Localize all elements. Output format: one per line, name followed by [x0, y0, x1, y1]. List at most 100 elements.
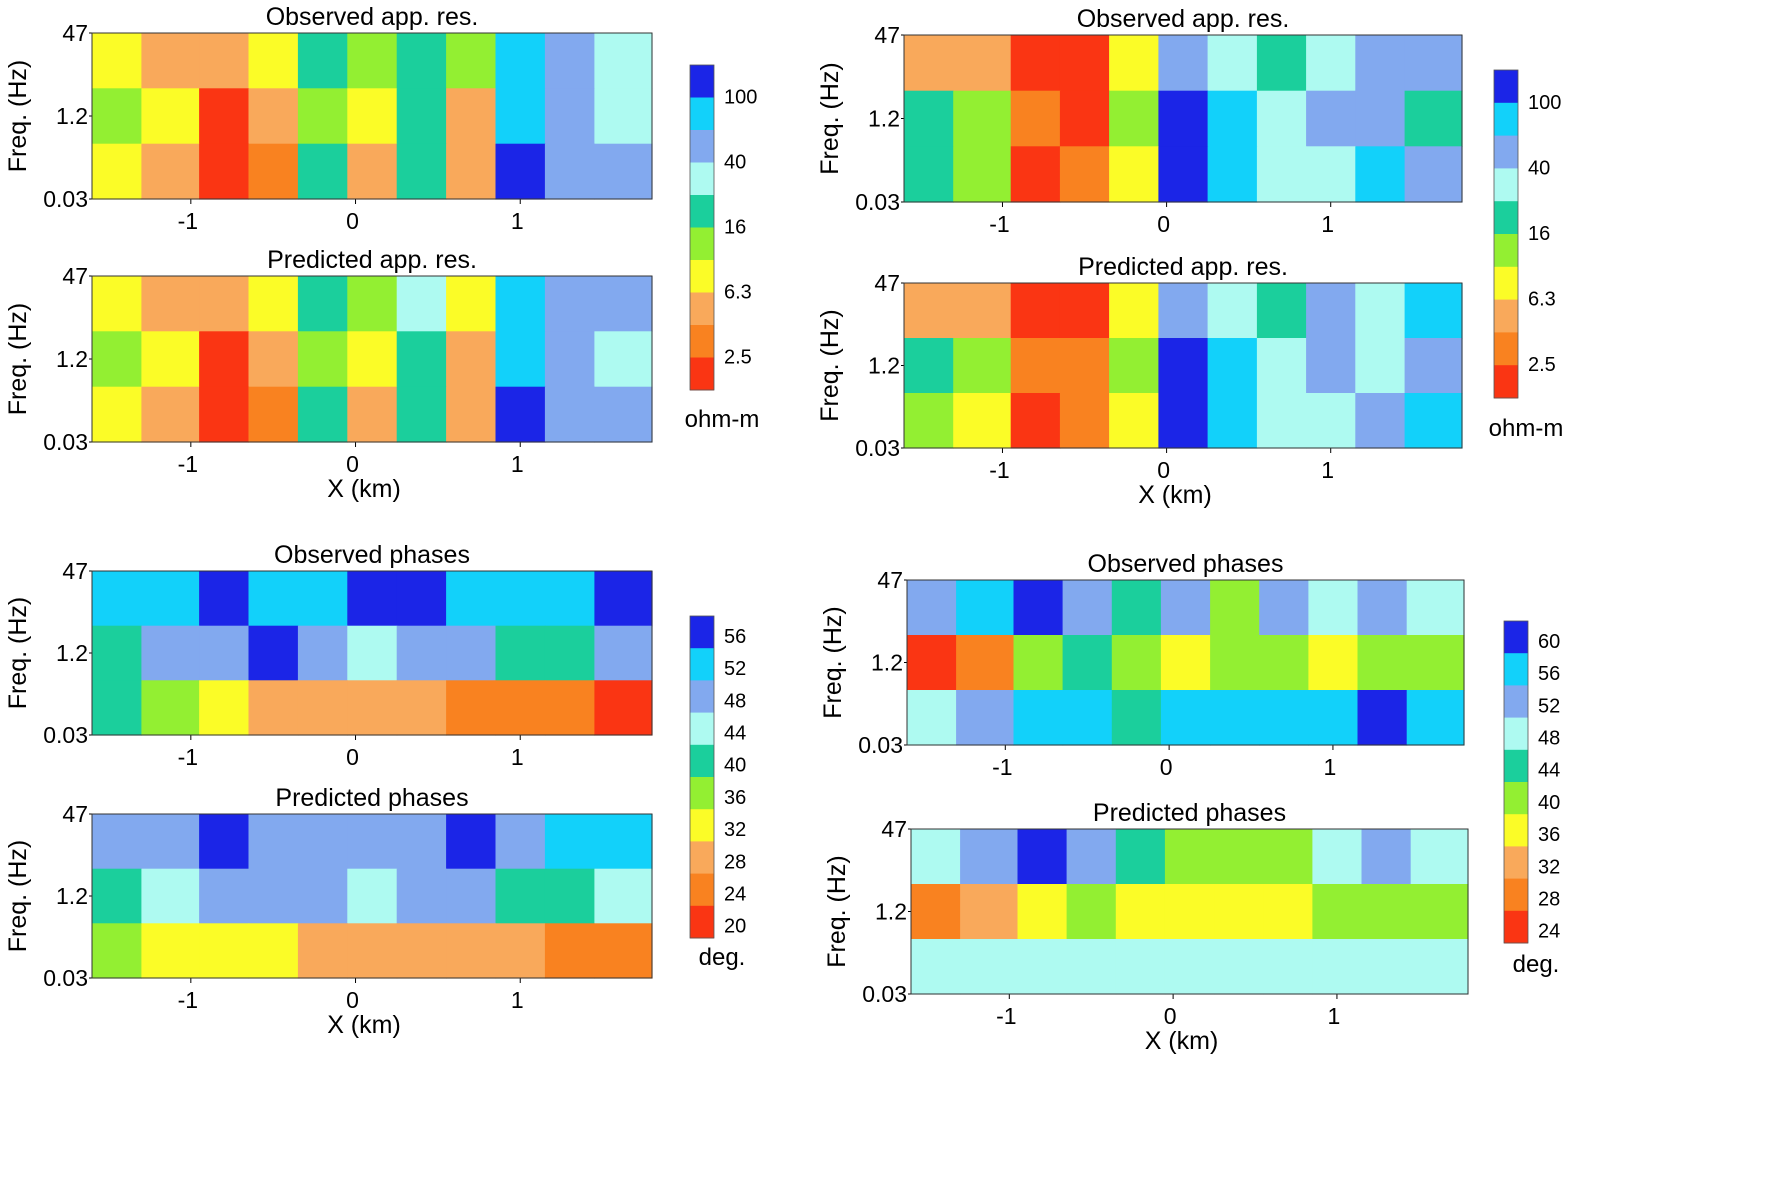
heatmap-cell [199, 680, 250, 736]
x-tick-label: 1 [511, 744, 524, 770]
y-tick-label: 0.03 [43, 429, 88, 455]
heatmap-cell [1361, 939, 1412, 995]
colorbar-unit: ohm-m [1489, 415, 1564, 442]
y-tick-label: 0.03 [858, 732, 903, 758]
heatmap-cell [1306, 35, 1356, 92]
heatmap-cell [953, 338, 1012, 394]
heatmap-cell [1214, 829, 1264, 885]
y-tick-label: 0.03 [43, 186, 88, 212]
heatmap-cell [396, 331, 447, 388]
heatmap-cell [141, 88, 200, 145]
heatmap-cell [1158, 146, 1209, 203]
colorbar-label: 36 [1538, 824, 1560, 846]
colorbar-label: 100 [724, 87, 757, 109]
heatmap-cell [297, 814, 348, 870]
heatmap-cell [495, 143, 546, 200]
colorbar-swatch [1504, 621, 1528, 654]
heatmap-cell [347, 386, 398, 443]
heatmap-cell [594, 276, 653, 332]
heatmap-cell [1210, 635, 1260, 691]
heatmap-cell [495, 386, 546, 443]
heatmap-cell [1111, 635, 1162, 691]
heatmap-cell [396, 923, 447, 979]
heatmap-cell [1256, 146, 1307, 203]
heatmap-cell [141, 868, 200, 924]
y-tick-label: 1.2 [56, 103, 88, 129]
colorbar-swatch [690, 841, 714, 875]
colorbar-label: 52 [724, 658, 746, 680]
heatmap-cell [911, 939, 961, 995]
heatmap-cell [1306, 283, 1356, 339]
heatmap-cell [199, 814, 250, 870]
heatmap-cell [199, 331, 250, 388]
heatmap-cell [297, 625, 348, 681]
heatmap-cell [594, 571, 653, 627]
x-tick-label: 1 [1321, 457, 1334, 483]
colorbar-swatch [1504, 685, 1528, 719]
colorbar-swatch [690, 162, 714, 196]
heatmap-cell [1210, 580, 1260, 636]
heatmap-cell [594, 868, 653, 924]
heatmap-cell [544, 868, 595, 924]
heatmap-cell [396, 276, 447, 332]
heatmap-cell [904, 90, 954, 147]
heatmap-cell [396, 386, 447, 443]
y-tick-label: 0.03 [43, 965, 88, 991]
colorbar-swatch [690, 873, 714, 907]
heatmap-cell [1010, 393, 1061, 449]
heatmap-cell [297, 680, 348, 736]
heatmap-cell [495, 923, 546, 979]
plot-frame [91, 813, 653, 979]
colorbar-swatch [690, 325, 714, 358]
colorbar-swatch [690, 777, 714, 810]
colorbar-unit: deg. [699, 944, 746, 971]
heatmap-cell [347, 571, 398, 627]
heatmap-cell [1115, 939, 1166, 995]
heatmap-cell [1214, 939, 1264, 995]
heatmap-cell [199, 33, 250, 89]
heatmap-cell [199, 88, 250, 145]
colorbar-label: 28 [724, 851, 746, 873]
heatmap-cell [248, 814, 299, 870]
heatmap-cell [1259, 580, 1309, 636]
heatmap-cell [1010, 283, 1061, 339]
heatmap-cell [1160, 580, 1211, 636]
colorbar-frame [1503, 620, 1529, 944]
x-tick-label: -1 [178, 744, 198, 770]
heatmap-cell [396, 88, 447, 145]
colorbar-label: 60 [1538, 631, 1560, 653]
y-tick-label: 47 [62, 801, 88, 827]
colorbar-swatch [690, 905, 714, 939]
heatmap-cell [1355, 146, 1406, 203]
heatmap-cell [544, 814, 595, 870]
heatmap-cell [1158, 338, 1209, 394]
panel-right-phase-predicted [908, 828, 1469, 999]
heatmap-cell [495, 868, 546, 924]
heatmap-cell [1256, 393, 1307, 449]
colorbar-swatch [1494, 234, 1518, 268]
heatmap-cell [1010, 146, 1061, 203]
colorbar-cb-right-phase [1503, 620, 1529, 944]
y-axis-label: Freq. (Hz) [4, 840, 32, 953]
plot-frame [91, 32, 653, 200]
heatmap-cell [1013, 580, 1064, 636]
colorbar-swatch [1504, 814, 1528, 847]
heatmap-cell [248, 143, 299, 200]
heatmap-cell [904, 146, 954, 203]
heatmap-cell [396, 625, 447, 681]
colorbar-swatch [690, 648, 714, 681]
x-axis-label: X (km) [1138, 481, 1212, 509]
y-tick-label: 0.03 [855, 189, 900, 215]
colorbar-swatch [690, 712, 714, 746]
colorbar-label: 40 [724, 755, 746, 777]
heatmap-cell [1158, 393, 1209, 449]
heatmap-cell [1109, 338, 1159, 394]
heatmap-cell [141, 386, 200, 443]
heatmap-cell [495, 625, 546, 681]
colorbar-swatch [690, 357, 714, 391]
heatmap-cell [1059, 90, 1110, 147]
colorbar-swatch [690, 616, 714, 649]
colorbar-cb-left-res [689, 64, 715, 391]
heatmap-cell [1164, 939, 1215, 995]
